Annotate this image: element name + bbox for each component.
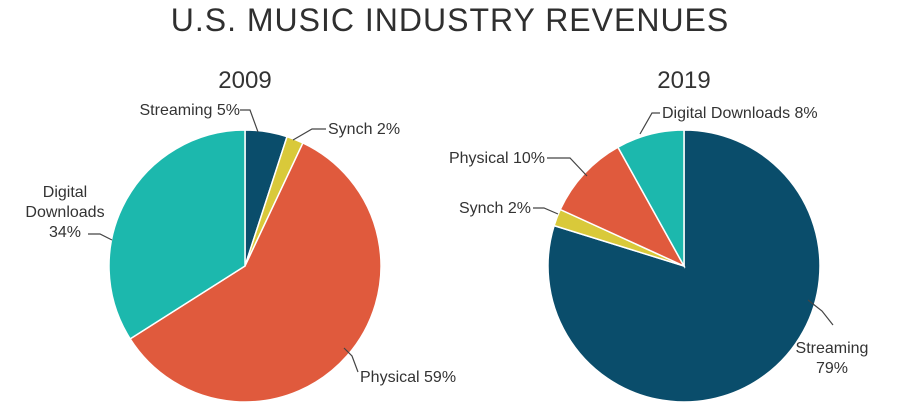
slice-label-synch: Synch 2%: [459, 200, 531, 217]
slice-label-streaming: Streaming 79%: [796, 340, 869, 377]
pie-slice-digital-downloads: [616, 129, 685, 269]
leader-line: [807, 299, 834, 326]
leader-line: [639, 112, 660, 135]
slice-label-synch: Synch 2%: [328, 121, 400, 138]
leader-line: [240, 109, 259, 133]
pie-slice-streaming: [547, 129, 821, 403]
slice-label-physical: Physical 59%: [360, 369, 456, 386]
slice-label-streaming: Streaming 5%: [140, 102, 241, 119]
pie-chart-2009: 2009 Streaming 5% Synch 2% Physical 59% Digi…: [25, 67, 456, 403]
pie-title: 2009: [218, 67, 271, 94]
pie-slice-digital-downloads: [108, 129, 246, 340]
slice-label-digital-downloads: Digital Downloads 34%: [25, 184, 104, 241]
leader-line: [547, 157, 588, 177]
chart-main-title: U.S. MUSIC INDUSTRY REVENUES: [170, 2, 730, 38]
leader-line: [343, 347, 359, 373]
slice-label-physical: Physical 10%: [449, 150, 545, 167]
slice-label-digital-downloads: Digital Downloads 8%: [662, 105, 818, 122]
leader-line: [533, 207, 559, 215]
leader-line: [292, 128, 326, 141]
pie-slice-physical: [129, 141, 382, 403]
leader-line: [88, 233, 113, 241]
pie-title: 2019: [657, 67, 710, 94]
pie-chart-2019: 2019 Streaming 79% Synch 2% Physical 10% Digi…: [449, 67, 869, 403]
